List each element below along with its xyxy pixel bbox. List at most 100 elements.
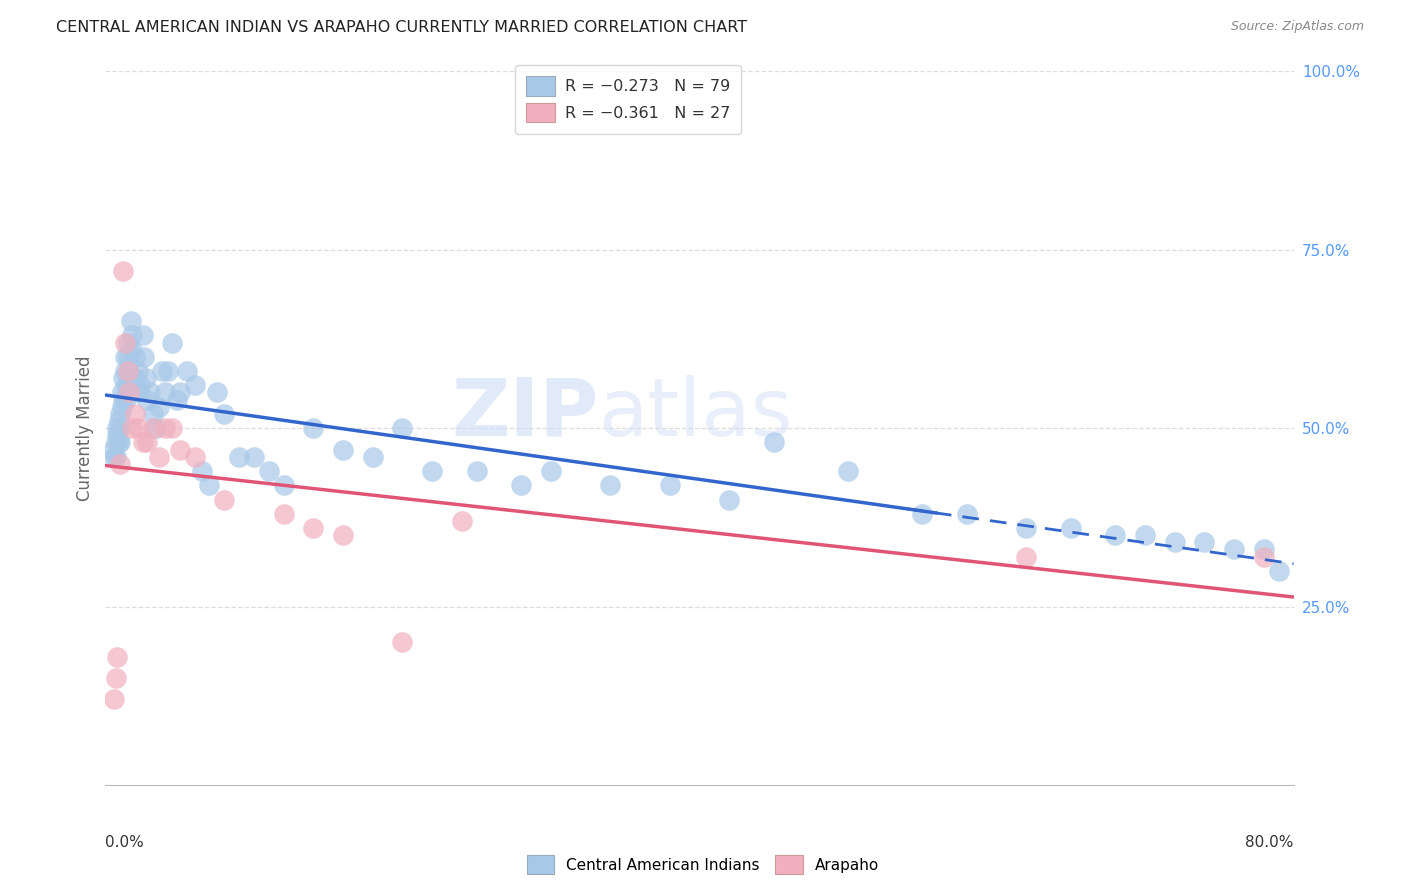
Point bbox=[956, 507, 979, 521]
Point bbox=[302, 521, 325, 535]
Point bbox=[145, 421, 167, 435]
Point bbox=[1194, 535, 1216, 549]
Point bbox=[183, 378, 205, 392]
Point bbox=[118, 385, 141, 400]
Point bbox=[124, 371, 146, 385]
Point bbox=[1015, 521, 1038, 535]
Text: CENTRAL AMERICAN INDIAN VS ARAPAHO CURRENTLY MARRIED CORRELATION CHART: CENTRAL AMERICAN INDIAN VS ARAPAHO CURRE… bbox=[56, 20, 748, 35]
Point bbox=[131, 328, 153, 343]
Point bbox=[162, 421, 184, 435]
Point bbox=[257, 464, 280, 478]
Point bbox=[110, 421, 132, 435]
Point bbox=[214, 492, 236, 507]
Point bbox=[110, 457, 132, 471]
Point bbox=[105, 649, 128, 664]
Point bbox=[1060, 521, 1083, 535]
Point bbox=[361, 450, 384, 464]
Point bbox=[302, 421, 325, 435]
Point bbox=[114, 364, 136, 378]
Point bbox=[121, 343, 143, 357]
Point bbox=[273, 478, 295, 492]
Point bbox=[510, 478, 533, 492]
Point bbox=[1164, 535, 1187, 549]
Point bbox=[117, 350, 139, 364]
Point bbox=[108, 414, 131, 428]
Point bbox=[108, 435, 131, 450]
Point bbox=[205, 385, 228, 400]
Point bbox=[1133, 528, 1156, 542]
Point bbox=[243, 450, 266, 464]
Point bbox=[104, 450, 127, 464]
Point bbox=[115, 378, 138, 392]
Point bbox=[148, 400, 170, 414]
Point bbox=[169, 442, 191, 457]
Point bbox=[1015, 549, 1038, 564]
Point bbox=[198, 478, 221, 492]
Point bbox=[136, 392, 159, 407]
Text: Source: ZipAtlas.com: Source: ZipAtlas.com bbox=[1230, 20, 1364, 33]
Point bbox=[104, 435, 127, 450]
Point bbox=[183, 450, 205, 464]
Point bbox=[465, 464, 488, 478]
Text: atlas: atlas bbox=[599, 375, 793, 453]
Point bbox=[762, 435, 785, 450]
Point bbox=[110, 435, 132, 450]
Point bbox=[162, 335, 184, 350]
Point bbox=[105, 421, 128, 435]
Point bbox=[110, 407, 132, 421]
Point bbox=[114, 350, 136, 364]
Point bbox=[103, 450, 125, 464]
Point bbox=[148, 450, 170, 464]
Point bbox=[142, 407, 165, 421]
Point bbox=[124, 407, 146, 421]
Point bbox=[599, 478, 621, 492]
Point bbox=[214, 407, 236, 421]
Point bbox=[127, 421, 149, 435]
Point bbox=[132, 350, 155, 364]
Point bbox=[911, 507, 934, 521]
Point bbox=[101, 442, 124, 457]
Point bbox=[118, 378, 141, 392]
Point bbox=[540, 464, 562, 478]
Point bbox=[391, 421, 413, 435]
Point bbox=[128, 378, 150, 392]
Point bbox=[1267, 564, 1289, 578]
Point bbox=[120, 314, 142, 328]
Point bbox=[136, 435, 159, 450]
Point bbox=[176, 364, 198, 378]
Point bbox=[142, 421, 165, 435]
Point bbox=[105, 428, 128, 442]
Text: 80.0%: 80.0% bbox=[1246, 835, 1294, 850]
Point bbox=[166, 392, 188, 407]
Point bbox=[153, 421, 176, 435]
Point bbox=[191, 464, 214, 478]
Point bbox=[1253, 542, 1275, 557]
Point bbox=[169, 385, 191, 400]
Point bbox=[111, 400, 134, 414]
Point bbox=[135, 371, 157, 385]
Point bbox=[139, 385, 162, 400]
Point bbox=[420, 464, 443, 478]
Point bbox=[1223, 542, 1246, 557]
Point bbox=[112, 392, 135, 407]
Point bbox=[718, 492, 741, 507]
Point bbox=[1253, 549, 1275, 564]
Point bbox=[117, 335, 139, 350]
Text: ZIP: ZIP bbox=[451, 375, 599, 453]
Point bbox=[124, 350, 146, 364]
Point bbox=[228, 450, 250, 464]
Point bbox=[450, 514, 472, 528]
Point bbox=[131, 435, 153, 450]
Point bbox=[1104, 528, 1126, 542]
Point bbox=[103, 692, 125, 706]
Point bbox=[127, 364, 149, 378]
Point bbox=[121, 421, 143, 435]
Point bbox=[837, 464, 859, 478]
Point bbox=[115, 392, 138, 407]
Point bbox=[658, 478, 681, 492]
Point bbox=[112, 264, 135, 278]
Point bbox=[391, 635, 413, 649]
Point bbox=[104, 671, 127, 685]
Point bbox=[273, 507, 295, 521]
Legend: Central American Indians, Arapaho: Central American Indians, Arapaho bbox=[520, 849, 886, 880]
